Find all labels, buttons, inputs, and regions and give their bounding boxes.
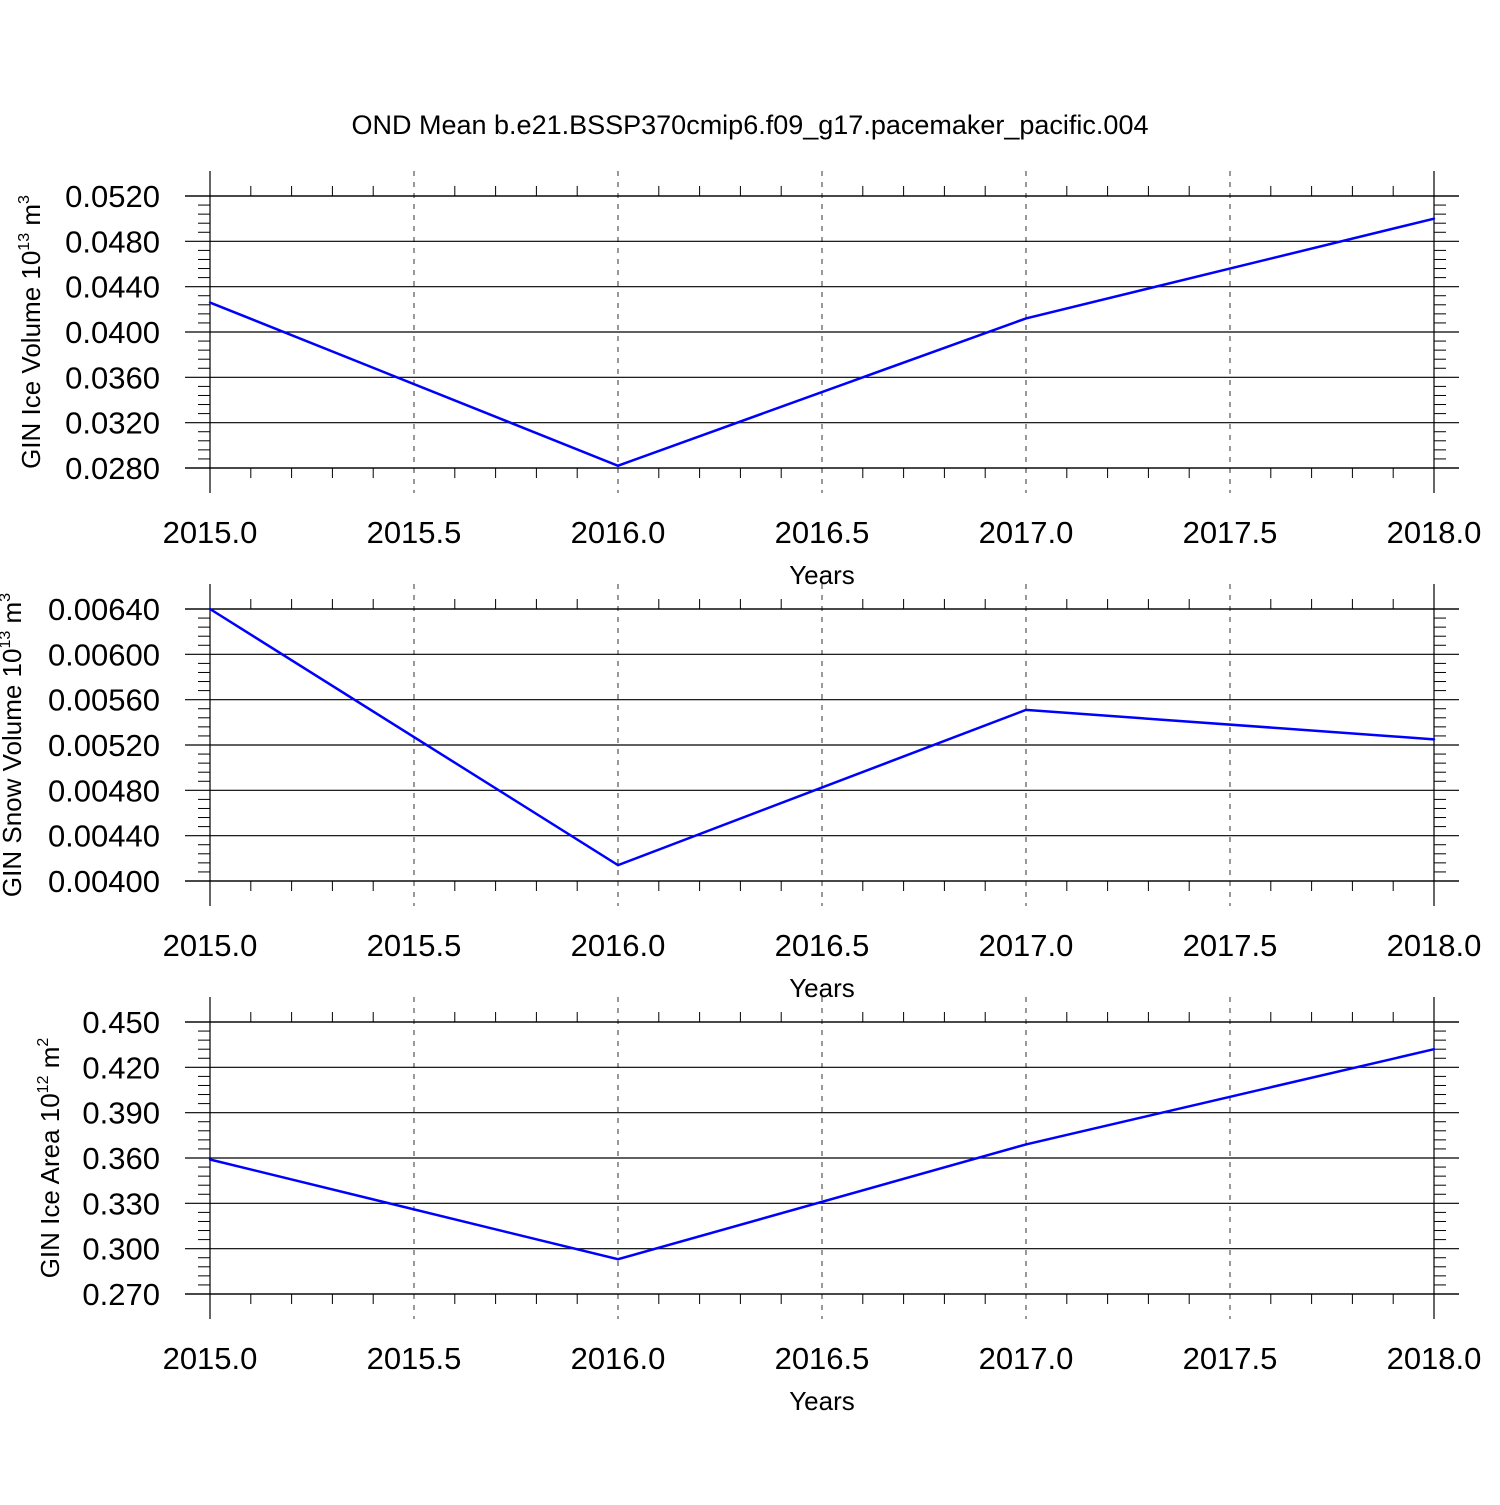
y-axis-label-space bbox=[35, 1068, 65, 1075]
series-line bbox=[209, 1047, 1435, 1261]
x-tick-label: 2016.5 bbox=[775, 515, 870, 550]
y-tick-label: 0.0280 bbox=[65, 451, 160, 486]
y-tick-label: 0.00600 bbox=[48, 637, 160, 672]
series-line bbox=[209, 217, 1435, 468]
series-line bbox=[209, 607, 1435, 867]
y-tick-label: 0.00640 bbox=[48, 592, 160, 627]
y-tick-label: 0.00520 bbox=[48, 728, 160, 763]
y-tick-label: 0.0360 bbox=[65, 360, 160, 395]
x-tick-label: 2016.5 bbox=[775, 928, 870, 963]
data-point bbox=[616, 863, 620, 867]
data-point bbox=[208, 1158, 212, 1161]
y-axis-label-unit-exponent: 3 bbox=[16, 195, 33, 204]
panel-2: 0.00400 0.00440 0.00480 0.00520 0.00560 0.006… bbox=[0, 584, 1481, 1003]
x-tick-label: 2017.5 bbox=[1183, 1341, 1278, 1376]
y-tick-label: 0.00400 bbox=[48, 864, 160, 899]
y-axis-label-space bbox=[0, 623, 27, 630]
y-axis-label-text: GIN Ice Volume 10 bbox=[16, 251, 46, 469]
figure-title: OND Mean b.e21.BSSP370cmip6.f09_g17.pace… bbox=[352, 110, 1149, 140]
data-point bbox=[1432, 217, 1436, 220]
x-tick-label: 2015.5 bbox=[367, 928, 462, 963]
y-tick-label: 0.330 bbox=[82, 1186, 160, 1221]
y-axis-label: GIN Ice Area 1012 m2 bbox=[35, 1038, 65, 1279]
y-tick-label: 0.450 bbox=[82, 1005, 160, 1040]
y-tick-label: 0.300 bbox=[82, 1232, 160, 1267]
y-axis-label-unit-exponent: 2 bbox=[35, 1038, 52, 1047]
panel-3: 0.270 0.300 0.330 0.360 0.390 0.420 0.450 2015.… bbox=[35, 997, 1481, 1416]
data-point bbox=[208, 607, 212, 611]
y-axis-label-unit-exponent: 3 bbox=[0, 593, 14, 602]
y-tick-label: 0.0440 bbox=[65, 270, 160, 305]
data-point bbox=[616, 1258, 620, 1261]
data-point bbox=[1024, 1143, 1028, 1146]
x-tick-label: 2017.0 bbox=[979, 515, 1074, 550]
x-tick-label: 2015.5 bbox=[367, 515, 462, 550]
x-tick-label: 2017.5 bbox=[1183, 515, 1278, 550]
y-tick-label: 0.420 bbox=[82, 1050, 160, 1085]
y-axis-label-text: GIN Snow Volume 10 bbox=[0, 649, 27, 898]
data-point bbox=[616, 464, 620, 467]
x-tick-label: 2016.0 bbox=[571, 515, 666, 550]
x-tick-label: 2015.0 bbox=[163, 1341, 258, 1376]
y-axis-label-unit: m bbox=[0, 602, 27, 624]
y-tick-label: 0.270 bbox=[82, 1277, 160, 1312]
y-tick-label: 0.360 bbox=[82, 1141, 160, 1176]
y-tick-label: 0.390 bbox=[82, 1096, 160, 1131]
y-tick-label: 0.00560 bbox=[48, 683, 160, 718]
y-axis-label-unit: m bbox=[16, 204, 46, 226]
y-axis-label: GIN Snow Volume 1013 m3 bbox=[0, 593, 27, 897]
y-axis-label: GIN Ice Volume 1013 m3 bbox=[16, 195, 46, 469]
data-point bbox=[1024, 708, 1028, 712]
y-axis-label-exponent: 13 bbox=[16, 233, 33, 251]
y-tick-label: 0.0400 bbox=[65, 315, 160, 350]
y-tick-label: 0.00480 bbox=[48, 773, 160, 808]
x-tick-label: 2018.0 bbox=[1387, 515, 1482, 550]
x-tick-label: 2016.5 bbox=[775, 1341, 870, 1376]
y-axis-label-text: GIN Ice Area 10 bbox=[35, 1093, 65, 1278]
x-tick-label: 2016.0 bbox=[571, 928, 666, 963]
y-axis-label-exponent: 13 bbox=[0, 631, 14, 649]
x-tick-label: 2016.0 bbox=[571, 1341, 666, 1376]
panel-1: 0.0280 0.0320 0.0360 0.0400 0.0440 0.0480 0.05… bbox=[16, 171, 1481, 590]
y-axis-label-unit: m bbox=[35, 1047, 65, 1069]
x-tick-label: 2017.0 bbox=[979, 928, 1074, 963]
x-tick-label: 2018.0 bbox=[1387, 1341, 1482, 1376]
x-tick-label: 2017.0 bbox=[979, 1341, 1074, 1376]
y-tick-label: 0.0520 bbox=[65, 179, 160, 214]
x-tick-label: 2018.0 bbox=[1387, 928, 1482, 963]
y-axis-label-exponent: 12 bbox=[35, 1075, 52, 1093]
data-point bbox=[208, 301, 212, 304]
data-point bbox=[1024, 317, 1028, 320]
data-point bbox=[1432, 738, 1436, 741]
x-tick-label: 2015.0 bbox=[163, 928, 258, 963]
x-tick-label: 2015.0 bbox=[163, 515, 258, 550]
data-point bbox=[1432, 1048, 1436, 1051]
x-axis-label: Years bbox=[789, 1386, 855, 1416]
x-tick-label: 2015.5 bbox=[367, 1341, 462, 1376]
y-tick-label: 0.00440 bbox=[48, 819, 160, 854]
y-tick-label: 0.0480 bbox=[65, 224, 160, 259]
x-tick-label: 2017.5 bbox=[1183, 928, 1278, 963]
y-axis-label-space bbox=[16, 226, 46, 233]
y-tick-label: 0.0320 bbox=[65, 406, 160, 441]
